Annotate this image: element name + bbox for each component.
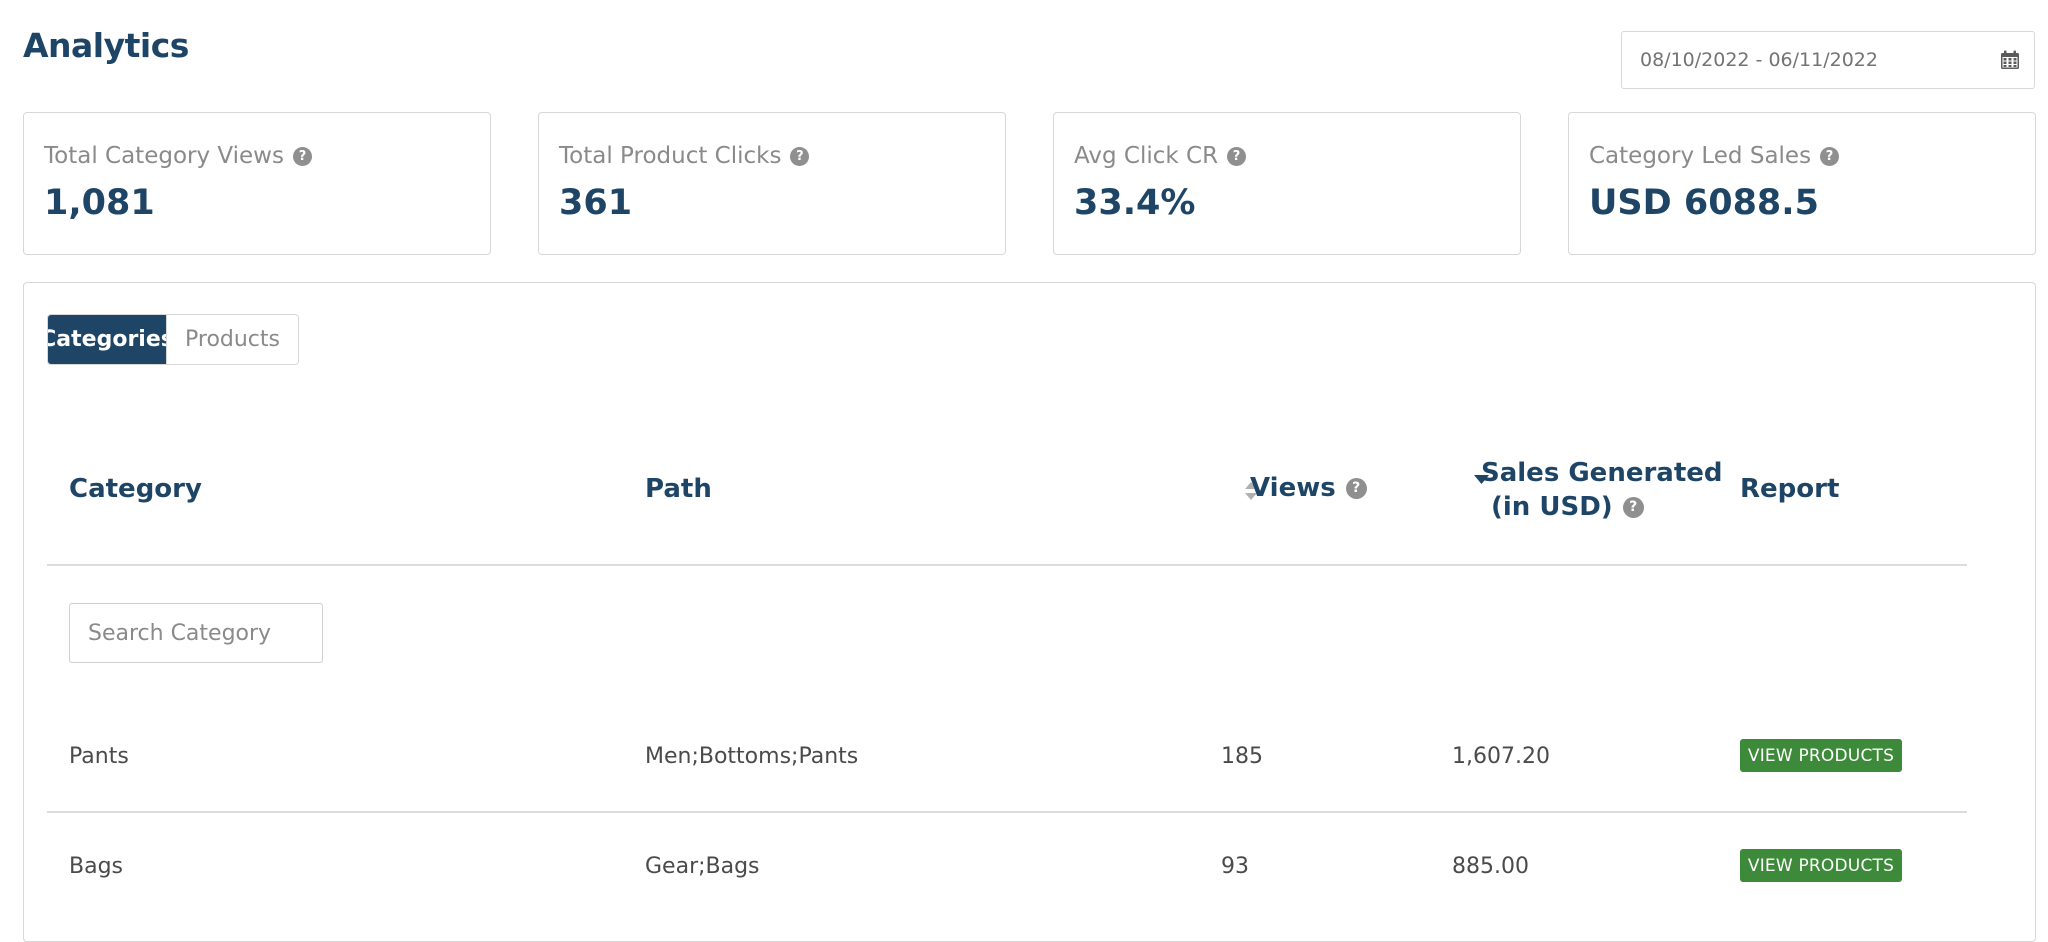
stat-value: 1,081 (44, 183, 155, 223)
stat-value: USD 6088.5 (1589, 183, 1819, 223)
header-divider (47, 564, 1967, 566)
view-products-button[interactable]: VIEW PRODUCTS (1740, 849, 1902, 882)
view-products-button[interactable]: VIEW PRODUCTS (1740, 739, 1902, 772)
question-circle-icon[interactable]: ? (292, 146, 312, 166)
question-circle-icon[interactable]: ? (790, 146, 810, 166)
date-range-picker[interactable]: 08/10/2022 - 06/11/2022 (1621, 31, 2035, 89)
column-header-sales-line1: Sales Generated (1481, 458, 1723, 488)
row-divider (47, 811, 1967, 813)
view-tabs: Categories Products (47, 314, 299, 365)
cell-sales: 1,607.20 (1452, 744, 1550, 769)
page-title: Analytics (23, 26, 189, 65)
stat-label: Avg Click CR ? (1074, 143, 1247, 169)
question-circle-icon[interactable]: ? (1345, 477, 1367, 499)
search-category-input[interactable] (69, 603, 323, 663)
stat-value: 361 (559, 183, 633, 223)
column-header-sales[interactable]: Sales Generated (in USD) ? (1481, 456, 1723, 524)
column-header-views-label: Views (1250, 473, 1336, 503)
cell-category: Bags (69, 854, 124, 879)
cell-sales: 885.00 (1452, 854, 1529, 879)
sort-desc-icon[interactable] (1473, 473, 1490, 485)
question-circle-icon[interactable]: ? (1820, 146, 1840, 166)
column-header-sales-line2-wrap: (in USD) ? (1481, 490, 1723, 524)
column-header-report: Report (1740, 474, 1840, 504)
column-header-category: Category (69, 474, 202, 504)
column-header-path: Path (645, 474, 712, 504)
stat-card-category-sales: Category Led Sales ? USD 6088.5 (1568, 112, 2036, 255)
stat-label: Category Led Sales ? (1589, 143, 1840, 169)
column-header-views[interactable]: Views ? (1250, 473, 1367, 503)
stat-label: Total Product Clicks ? (559, 143, 810, 169)
cell-path: Gear;Bags (645, 854, 760, 879)
stat-label: Total Category Views ? (44, 143, 312, 169)
tab-products[interactable]: Products (166, 315, 298, 364)
stat-label-text: Total Product Clicks (559, 143, 782, 169)
stat-card-avg-click-cr: Avg Click CR ? 33.4% (1053, 112, 1521, 255)
question-circle-icon[interactable]: ? (1622, 496, 1644, 518)
stat-card-category-views: Total Category Views ? 1,081 (23, 112, 491, 255)
stat-card-product-clicks: Total Product Clicks ? 361 (538, 112, 1006, 255)
cell-path: Men;Bottoms;Pants (645, 744, 859, 769)
stat-value: 33.4% (1074, 183, 1196, 223)
cell-views: 185 (1221, 744, 1263, 769)
cell-views: 93 (1221, 854, 1249, 879)
tab-categories[interactable]: Categories (48, 315, 174, 364)
stat-label-text: Total Category Views (44, 143, 284, 169)
sort-icon[interactable] (1243, 480, 1259, 502)
analytics-panel: Categories Products Category Path Views … (23, 282, 2036, 942)
column-header-sales-line2: (in USD) (1491, 492, 1613, 522)
cell-category: Pants (69, 744, 129, 769)
stat-label-text: Avg Click CR (1074, 143, 1219, 169)
calendar-icon (2001, 50, 2019, 69)
question-circle-icon[interactable]: ? (1227, 146, 1247, 166)
date-range-value: 08/10/2022 - 06/11/2022 (1640, 49, 1878, 71)
stat-label-text: Category Led Sales (1589, 143, 1812, 169)
